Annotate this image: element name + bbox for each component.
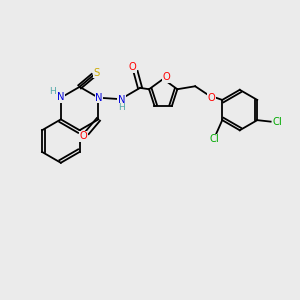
Text: N: N <box>118 95 125 105</box>
Text: Cl: Cl <box>209 134 219 145</box>
Text: O: O <box>208 93 215 103</box>
Text: O: O <box>80 131 87 141</box>
Text: N: N <box>57 92 64 102</box>
Text: Cl: Cl <box>272 117 282 127</box>
Text: H: H <box>49 87 56 96</box>
Text: O: O <box>163 73 171 82</box>
Text: H: H <box>118 103 125 112</box>
Text: O: O <box>129 62 136 72</box>
Text: N: N <box>95 93 103 103</box>
Text: S: S <box>93 68 100 78</box>
